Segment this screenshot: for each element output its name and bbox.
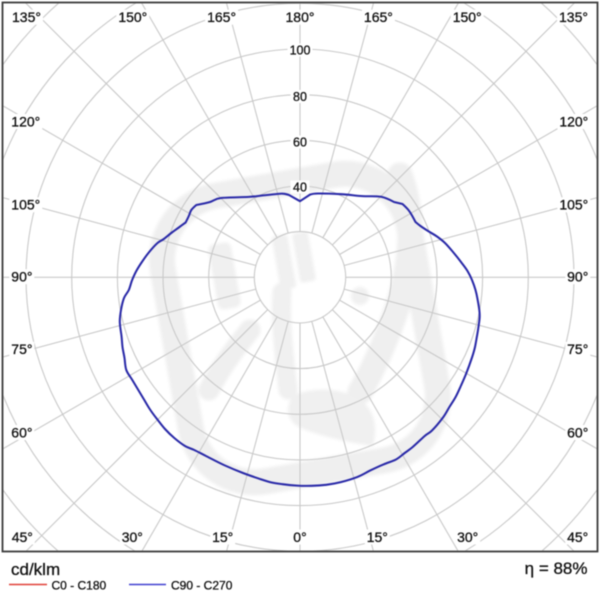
svg-text:C0 - C180: C0 - C180 (52, 579, 107, 593)
svg-text:15°: 15° (367, 529, 388, 545)
svg-text:105°: 105° (559, 197, 588, 213)
svg-text:60°: 60° (11, 424, 32, 440)
svg-text:η = 88%: η = 88% (525, 559, 588, 578)
svg-text:165°: 165° (207, 9, 236, 25)
svg-text:30°: 30° (457, 529, 478, 545)
svg-text:135°: 135° (559, 9, 588, 25)
svg-text:C90 - C270: C90 - C270 (171, 579, 233, 593)
svg-text:120°: 120° (559, 113, 588, 129)
svg-text:100: 100 (290, 43, 311, 57)
svg-text:80: 80 (293, 90, 307, 104)
svg-text:90°: 90° (11, 269, 32, 285)
svg-text:135°: 135° (12, 9, 41, 25)
svg-text:75°: 75° (567, 341, 588, 357)
svg-text:75°: 75° (11, 341, 32, 357)
svg-text:cd/klm: cd/klm (11, 560, 60, 579)
svg-text:120°: 120° (11, 113, 40, 129)
svg-text:45°: 45° (567, 529, 588, 545)
svg-text:45°: 45° (12, 529, 33, 545)
svg-text:90°: 90° (567, 269, 588, 285)
svg-text:60: 60 (293, 135, 307, 149)
svg-text:150°: 150° (453, 9, 482, 25)
svg-text:180°: 180° (286, 9, 315, 25)
svg-text:0°: 0° (293, 529, 306, 545)
svg-text:150°: 150° (118, 9, 147, 25)
svg-text:60°: 60° (567, 424, 588, 440)
svg-text:15°: 15° (212, 529, 233, 545)
svg-text:105°: 105° (11, 197, 40, 213)
svg-text:165°: 165° (364, 9, 393, 25)
svg-text:30°: 30° (122, 529, 143, 545)
svg-text:40: 40 (293, 180, 307, 194)
